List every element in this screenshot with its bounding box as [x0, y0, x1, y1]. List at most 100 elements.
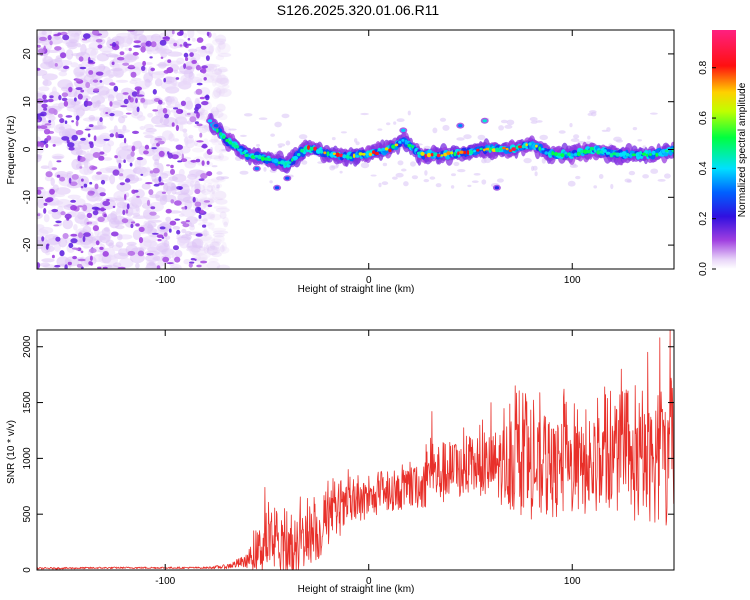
noise-blob: [163, 183, 169, 193]
noise-blob: [117, 70, 123, 78]
noise-speck: [130, 151, 135, 157]
noise-blob: [206, 77, 222, 83]
noise-speck: [192, 196, 196, 203]
noise-blob: [208, 257, 219, 263]
noise-speck: [162, 256, 170, 263]
y-tick-label: 0: [22, 146, 33, 152]
noise-speck: [203, 200, 211, 203]
noise-blob: [331, 137, 336, 141]
noise-speck: [167, 152, 173, 159]
x-tick-label: -100: [155, 275, 175, 286]
noise-speck: [94, 183, 99, 190]
noise-speck: [95, 38, 103, 43]
noise-speck: [95, 240, 100, 246]
noise-speck: [65, 115, 73, 118]
noise-speck: [188, 263, 193, 268]
noise-blob: [570, 138, 580, 143]
noise-speck: [49, 95, 54, 99]
noise-blob: [197, 249, 212, 259]
noise-blob: [199, 87, 211, 97]
signal-core: [664, 149, 669, 153]
noise-blob: [48, 160, 53, 172]
noise-speck: [121, 218, 129, 224]
noise-speck: [89, 248, 97, 254]
signal-core: [365, 152, 369, 156]
noise-speck: [43, 208, 47, 214]
noise-blob: [105, 53, 119, 58]
noise-speck: [158, 150, 165, 157]
noise-blob: [211, 227, 227, 232]
noise-blob: [185, 230, 192, 237]
signal-core: [485, 147, 490, 151]
noise-blob: [172, 226, 181, 230]
signal-core: [655, 152, 659, 157]
colorbar-tick-label: 0.6: [698, 111, 709, 125]
noise-speck: [92, 225, 99, 232]
colorbar-ticks: 0.0 0.2 0.4 0.6 0.8: [698, 60, 716, 276]
noise-speck: [53, 109, 58, 116]
signal-core: [391, 144, 396, 149]
noise-blob: [429, 176, 436, 180]
signal-core: [309, 146, 314, 151]
noise-speck: [176, 229, 181, 235]
noise-speck: [178, 186, 182, 190]
noise-speck: [59, 118, 65, 124]
noise-blob: [215, 103, 226, 113]
noise-speck: [111, 231, 119, 237]
noise-blob: [277, 143, 286, 147]
noise-blob: [214, 68, 223, 76]
noise-blob: [477, 134, 486, 140]
noise-speck: [114, 155, 118, 159]
noise-blob: [208, 45, 214, 55]
noise-blob: [575, 175, 581, 180]
noise-blob: [190, 183, 206, 193]
noise-speck: [174, 200, 182, 206]
signal-core: [615, 152, 621, 157]
signal-core: [266, 157, 272, 162]
snr-series-line: [37, 330, 674, 570]
noise-speck: [59, 176, 66, 182]
noise-blob: [206, 261, 221, 269]
noise-blob: [219, 244, 225, 253]
noise-speck: [89, 181, 93, 185]
noise-speck: [123, 137, 127, 144]
noise-blob: [354, 138, 358, 143]
noise-blob: [213, 205, 228, 210]
signal-core: [466, 150, 470, 155]
noise-blob: [360, 112, 369, 116]
noise-speck: [166, 262, 174, 265]
noise-speck: [112, 169, 120, 176]
noise-blob: [215, 74, 229, 85]
noise-speck: [161, 191, 166, 194]
noise-speck: [171, 154, 179, 160]
noise-blob: [301, 160, 308, 165]
noise-speck: [171, 30, 175, 35]
noise-blob: [52, 86, 57, 96]
noise-blob: [78, 161, 91, 166]
noise-speck: [207, 204, 213, 208]
noise-speck: [151, 147, 157, 150]
noise-blob: [70, 100, 81, 106]
noise-blob: [56, 256, 70, 267]
noise-blob: [165, 216, 172, 222]
noise-blob: [615, 139, 624, 143]
noise-speck: [69, 181, 78, 187]
signal-core: [291, 158, 294, 162]
spectrogram-y-label: Frequency (Hz): [6, 116, 17, 185]
noise-speck: [173, 107, 179, 110]
noise-speck: [80, 186, 84, 189]
noise-blob: [207, 222, 215, 230]
signal-body: [217, 128, 223, 133]
signal-core: [453, 152, 457, 157]
noise-blob: [173, 69, 179, 74]
signal-core: [248, 154, 252, 158]
noise-blob: [523, 157, 532, 164]
chart-title: S126.2025.320.01.06.R11: [277, 2, 440, 18]
noise-speck: [149, 211, 157, 216]
noise-speck: [156, 265, 161, 269]
noise-blob: [450, 185, 455, 189]
noise-speck: [161, 236, 165, 239]
noise-speck: [138, 226, 145, 233]
noise-blob: [210, 146, 213, 153]
noise-blob: [184, 96, 192, 108]
